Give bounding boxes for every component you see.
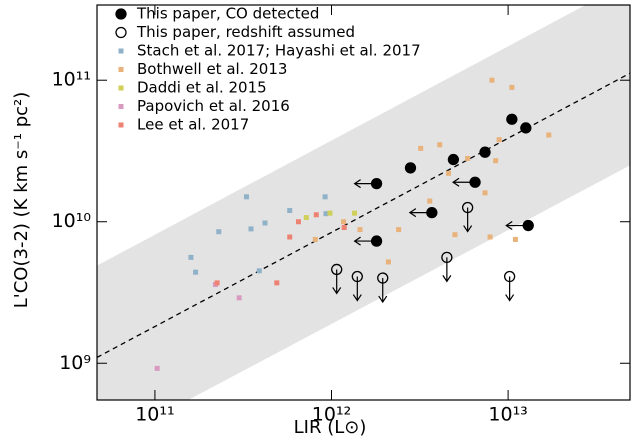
data-point xyxy=(377,272,389,284)
data-point xyxy=(370,177,383,190)
data-point xyxy=(256,268,262,274)
legend-marker xyxy=(118,67,124,72)
data-point xyxy=(262,220,268,226)
data-point xyxy=(287,234,293,240)
data-point xyxy=(351,270,363,283)
legend-marker xyxy=(115,8,127,20)
data-point xyxy=(313,212,319,218)
data-point xyxy=(506,113,518,125)
data-point xyxy=(426,206,438,219)
scatter-band xyxy=(97,5,630,400)
data-point xyxy=(487,234,493,240)
limit-arrow xyxy=(352,276,362,302)
legend-marker xyxy=(118,48,124,54)
data-point xyxy=(357,227,363,233)
x-tick-label: 10¹¹ xyxy=(135,404,174,426)
data-point xyxy=(295,219,301,225)
data-point xyxy=(447,153,460,166)
legend-label: Bothwell et al. 2013 xyxy=(137,60,287,78)
legend-marker xyxy=(118,122,124,128)
data-point xyxy=(461,201,474,214)
legend-marker xyxy=(115,26,127,39)
limit-arrow xyxy=(332,269,342,295)
data-point xyxy=(520,122,532,134)
data-point xyxy=(509,84,515,90)
data-point xyxy=(303,215,309,221)
data-point xyxy=(427,198,433,204)
limit-arrow xyxy=(505,276,515,302)
data-point xyxy=(493,158,499,164)
data-point xyxy=(341,225,347,231)
data-point xyxy=(465,155,471,161)
x-tick-label: 10¹² xyxy=(312,404,351,426)
data-point xyxy=(441,251,453,264)
data-point xyxy=(503,270,516,283)
legend-label: Stach et al. 2017; Hayashi et al. 2017 xyxy=(137,42,421,60)
data-point xyxy=(243,194,249,200)
y-tick-label: 10¹¹ xyxy=(52,69,91,91)
x-tick-label: 10¹³ xyxy=(488,404,527,426)
legend-label: This paper, redshift assumed xyxy=(136,23,355,41)
data-point xyxy=(496,137,502,143)
legend-label: Daddi et al. 2015 xyxy=(137,79,267,97)
data-point xyxy=(396,227,402,233)
y-tick-label: 10¹⁰ xyxy=(52,210,91,232)
legend-label: Papovich et al. 2016 xyxy=(137,97,290,115)
data-point xyxy=(274,280,280,286)
data-point xyxy=(522,219,534,232)
fit-line xyxy=(97,72,630,358)
data-point xyxy=(341,219,347,225)
data-point xyxy=(216,229,222,235)
legend-label: Lee et al. 2017 xyxy=(137,116,249,134)
data-point xyxy=(489,77,495,83)
legend-marker xyxy=(118,85,124,91)
data-point xyxy=(287,208,293,214)
legend-marker xyxy=(118,104,124,109)
data-point xyxy=(512,236,518,242)
data-point xyxy=(248,226,254,232)
y-axis-label: L'CO(3-2) (K km s⁻¹ pc²) xyxy=(11,92,32,308)
y-tick-label: 10⁹ xyxy=(59,352,91,374)
data-point xyxy=(236,295,242,301)
data-point xyxy=(327,210,333,216)
x-axis-label: LIR (L⊙) xyxy=(294,417,367,438)
data-point xyxy=(331,263,343,276)
data-point xyxy=(323,211,329,217)
plot-frame xyxy=(96,4,631,401)
data-point xyxy=(479,146,491,158)
data-point xyxy=(482,190,488,196)
limit-arrow xyxy=(442,257,452,283)
data-point xyxy=(418,145,424,151)
data-point xyxy=(193,269,199,275)
data-point xyxy=(385,259,391,265)
data-point xyxy=(404,162,417,174)
limit-arrow xyxy=(463,207,473,233)
data-point xyxy=(469,176,481,188)
data-point xyxy=(437,142,443,148)
data-point xyxy=(322,194,328,200)
limit-arrow xyxy=(378,278,388,304)
data-point xyxy=(188,254,194,260)
legend-label: This paper, CO detected xyxy=(136,5,319,23)
data-point xyxy=(446,170,452,176)
data-point xyxy=(546,132,552,138)
data-point xyxy=(352,210,358,216)
data-point xyxy=(370,235,383,247)
plot-area xyxy=(97,5,630,400)
data-point xyxy=(452,232,458,238)
data-point xyxy=(214,280,220,286)
data-point xyxy=(154,365,160,371)
data-point xyxy=(312,236,318,242)
